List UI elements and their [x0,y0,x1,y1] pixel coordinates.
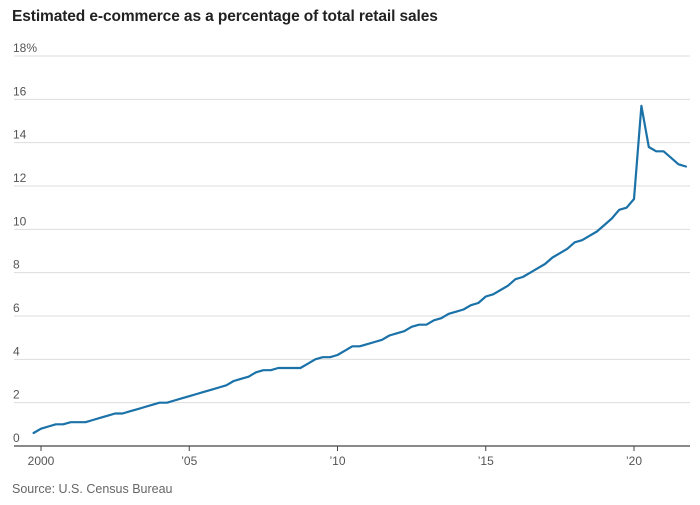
x-tick-label: ’15 [478,454,494,468]
y-tick-label: 2 [13,388,20,402]
x-tick-label: ’20 [626,454,642,468]
y-tick-label: 4 [13,344,20,358]
y-tick-label: 0 [13,431,20,445]
y-tick-label: 14 [13,128,27,142]
x-tick-label: ’05 [181,454,197,468]
y-tick-label: 6 [13,301,20,315]
y-tick-label: 8 [13,258,20,272]
x-tick-label: ’10 [329,454,345,468]
x-tick-label: 2000 [28,454,55,468]
chart-title: Estimated e-commerce as a percentage of … [12,8,438,25]
series-layer [32,104,688,435]
x-axis: 2000 ’05 ’10 ’15 ’20 [14,445,690,468]
y-axis-tick-labels: 0 2 4 6 8 10 12 14 16 18% [13,41,37,445]
y-tick-label: 10 [13,214,27,228]
y-tick-label: 16 [13,84,27,98]
gridlines [14,55,690,404]
source-note: Source: U.S. Census Bureau [12,482,173,496]
y-tick-label: 18% [13,41,37,55]
y-tick-label: 12 [13,171,27,185]
series-line [32,104,688,435]
